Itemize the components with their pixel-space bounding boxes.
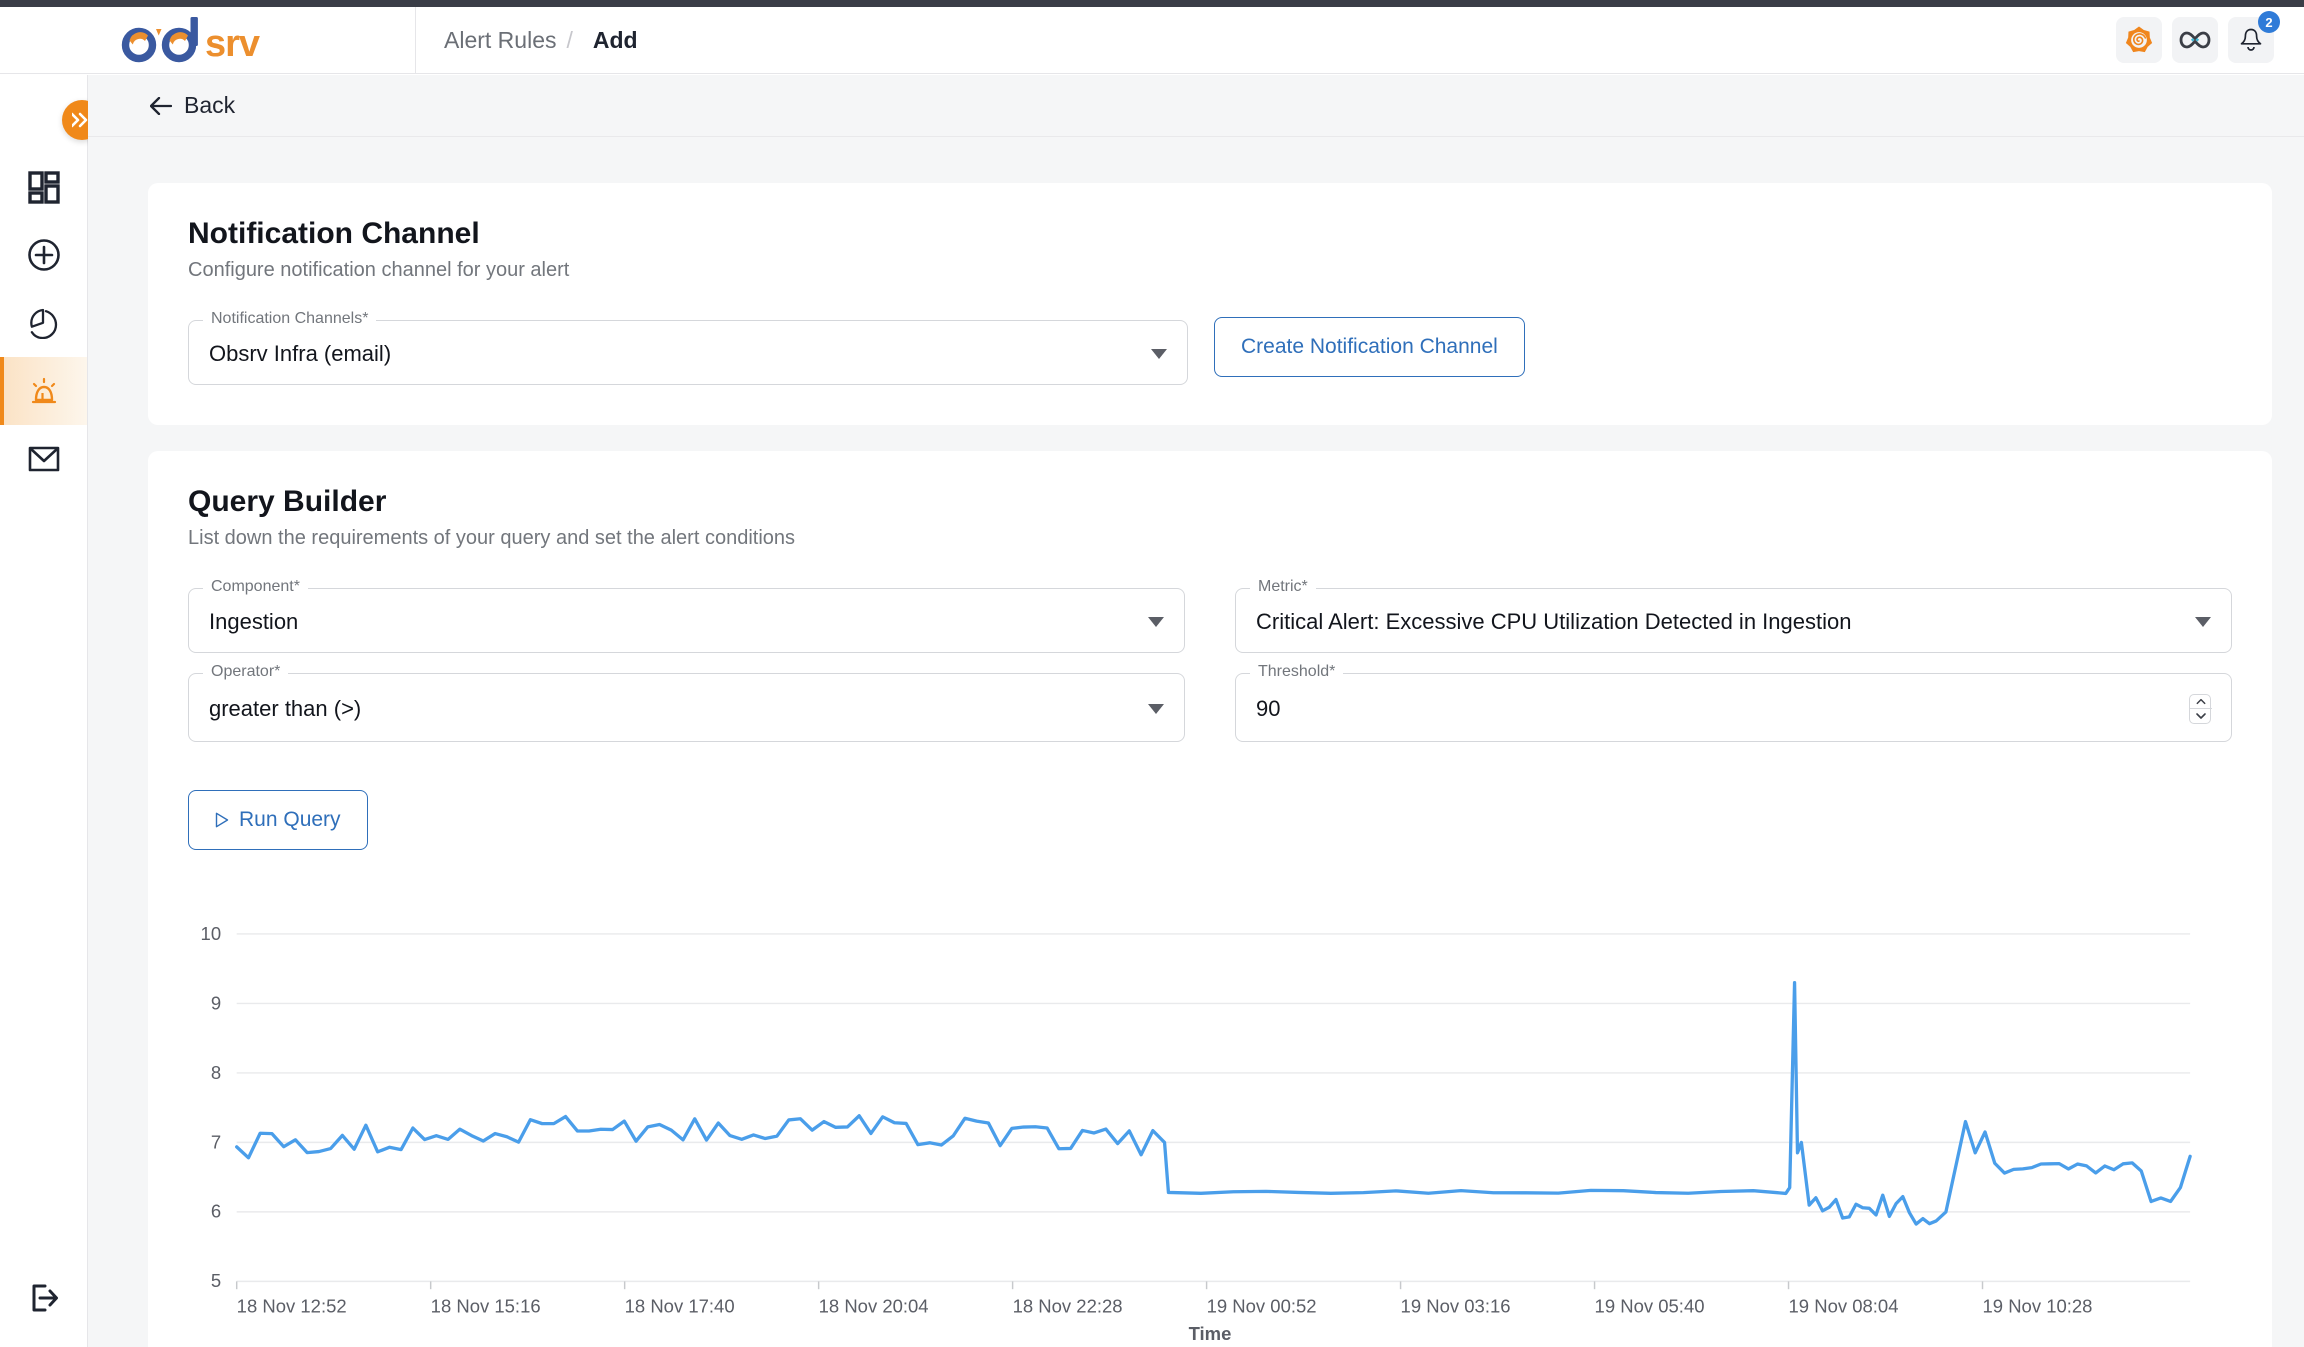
svg-text:18 Nov 17:40: 18 Nov 17:40: [625, 1296, 735, 1317]
svg-text:19 Nov 05:40: 19 Nov 05:40: [1595, 1296, 1705, 1317]
svg-text:srv: srv: [205, 23, 260, 64]
svg-text:18 Nov 15:16: 18 Nov 15:16: [431, 1296, 541, 1317]
svg-text:18 Nov 22:28: 18 Nov 22:28: [1013, 1296, 1123, 1317]
svg-text:10: 10: [201, 923, 222, 944]
svg-text:19 Nov 00:52: 19 Nov 00:52: [1207, 1296, 1317, 1317]
svg-text:5: 5: [211, 1270, 221, 1291]
svg-text:18 Nov 20:04: 18 Nov 20:04: [819, 1296, 929, 1317]
svg-text:Time: Time: [1189, 1323, 1232, 1344]
svg-text:8: 8: [211, 1062, 221, 1083]
svg-text:19 Nov 03:16: 19 Nov 03:16: [1401, 1296, 1511, 1317]
svg-text:7: 7: [211, 1131, 221, 1152]
svg-text:6: 6: [211, 1201, 221, 1222]
svg-text:18 Nov 12:52: 18 Nov 12:52: [237, 1296, 347, 1317]
svg-text:19 Nov 08:04: 19 Nov 08:04: [1789, 1296, 1899, 1317]
svg-text:19 Nov 10:28: 19 Nov 10:28: [1983, 1296, 2093, 1317]
svg-text:9: 9: [211, 992, 221, 1013]
